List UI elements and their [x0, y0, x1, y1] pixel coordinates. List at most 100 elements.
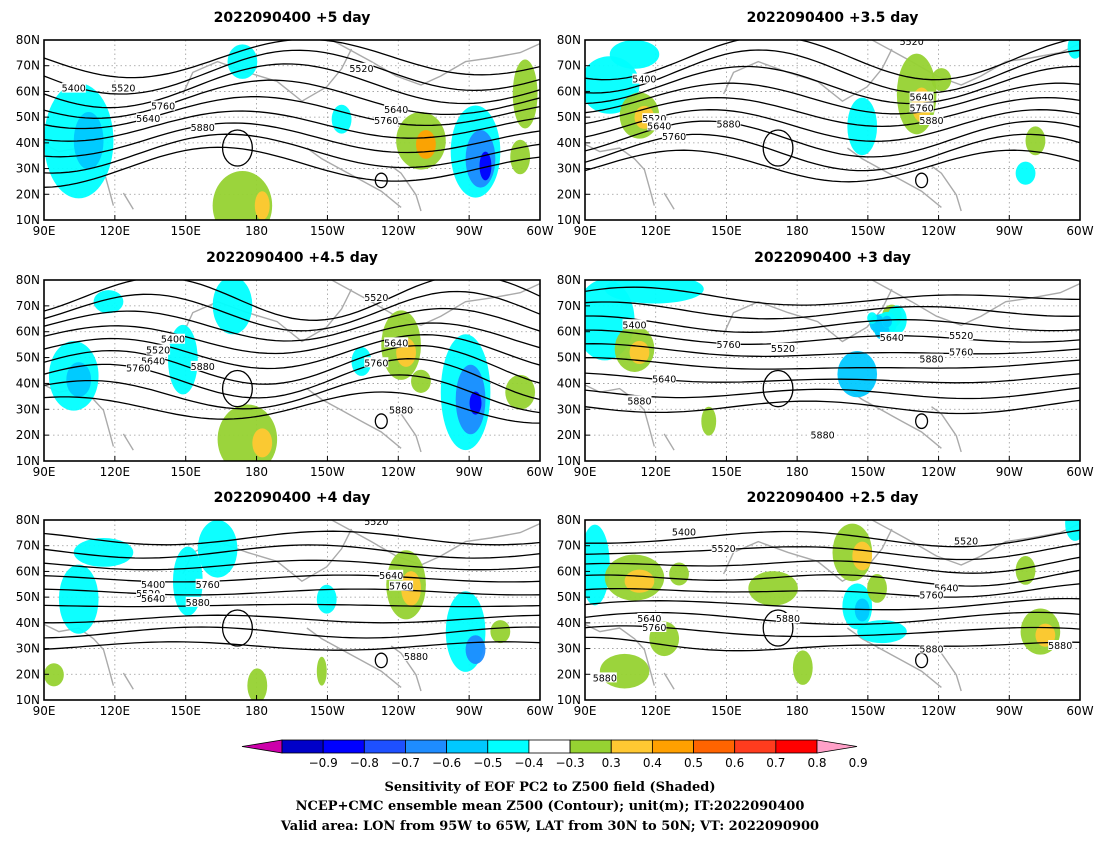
- y-tick-label: 10N: [16, 454, 40, 468]
- coastline: [663, 192, 675, 210]
- colorbar-tick-label: −0.7: [391, 756, 420, 770]
- x-tick-label: 90E: [574, 704, 597, 718]
- contour-line: [44, 626, 540, 639]
- x-tick-label: 90W: [456, 224, 483, 238]
- contour-line: [585, 49, 1080, 94]
- y-tick-label: 30N: [16, 642, 40, 656]
- shaded-region: [416, 130, 436, 159]
- contour-label-bg: [662, 131, 687, 142]
- contour-line: [585, 611, 1080, 626]
- contour-label-bg: [919, 589, 944, 600]
- y-tick-label: 10N: [557, 693, 581, 707]
- shaded-region: [66, 362, 92, 397]
- contour-line: [221, 129, 253, 167]
- contour-label-bg: [954, 535, 979, 546]
- y-tick-label: 80N: [557, 273, 581, 287]
- x-tick-label: 150W: [850, 704, 885, 718]
- contour-line: [44, 603, 540, 608]
- shaded-region: [837, 350, 878, 398]
- contour-label: 5760: [374, 116, 398, 127]
- x-tick-label: 120E: [100, 224, 131, 238]
- contour-label-bg: [919, 115, 944, 125]
- y-tick-label: 60N: [557, 325, 581, 339]
- caption-line-1: Sensitivity of EOF PC2 to Z500 field (Sh…: [384, 780, 715, 795]
- y-tick-label: 80N: [557, 513, 581, 527]
- contour-line: [585, 329, 1080, 345]
- x-tick-label: 60W: [526, 465, 553, 479]
- contour-label: 5880: [404, 652, 428, 663]
- y-tick-label: 80N: [16, 273, 40, 287]
- colorbar-tick-label: −0.5: [473, 756, 502, 770]
- y-tick-label: 30N: [16, 162, 40, 176]
- contour-line: [44, 290, 540, 332]
- coastline: [122, 433, 134, 451]
- colorbar-segment: [363, 739, 406, 754]
- contour-label-bg: [642, 113, 667, 124]
- contour-label-bg: [190, 122, 215, 133]
- contour-line: [585, 301, 1080, 320]
- shaded-region: [44, 663, 64, 687]
- x-tick-label: 120W: [921, 224, 956, 238]
- contour-label: 5760: [126, 364, 150, 375]
- y-tick-label: 30N: [16, 402, 40, 416]
- contour-label: 5760: [662, 132, 686, 143]
- colorbar-tick-label: 0.6: [725, 756, 744, 770]
- contour-label-bg: [711, 542, 736, 553]
- contour-line: [44, 530, 540, 546]
- contour-label-bg: [185, 596, 210, 607]
- shaded-region: [1015, 556, 1036, 585]
- contour-label-bg: [384, 104, 409, 115]
- contour-line: [585, 625, 1080, 638]
- x-tick-label: 120E: [100, 704, 131, 718]
- contour-label-bg: [136, 587, 161, 598]
- plot-area: 5400 5640 5760 5520 5640 5760 5880 5520 5880 5880: [585, 280, 1080, 461]
- y-tick-label: 50N: [557, 590, 581, 604]
- shaded-region: [1065, 520, 1080, 541]
- contour-label-bg: [1048, 640, 1073, 650]
- coastline: [331, 520, 540, 566]
- x-tick-label: 90E: [574, 465, 597, 479]
- contour-label: 5520: [146, 346, 170, 357]
- contour-line: [44, 122, 540, 158]
- contour-label: 5880: [811, 431, 835, 442]
- contour-line: [585, 109, 1080, 142]
- colorbar-segment: [569, 739, 612, 754]
- y-tick-label: 20N: [557, 667, 581, 681]
- contour-label: 5880: [191, 123, 215, 134]
- contour-line: [374, 172, 388, 189]
- coastline: [182, 288, 353, 343]
- shaded-region: [857, 620, 907, 644]
- y-tick-label: 70N: [16, 539, 40, 553]
- x-tick-label: 150E: [711, 704, 742, 718]
- contour-label: 5400: [62, 84, 86, 95]
- x-tick-label: 60W: [1066, 224, 1093, 238]
- contour-line: [585, 583, 1080, 598]
- x-tick-label: 90W: [456, 704, 483, 718]
- contour-label: 5880: [776, 614, 800, 625]
- contour-label: 5880: [716, 120, 740, 131]
- colorbar-tick-label: 0.9: [849, 756, 868, 770]
- contour-line: [585, 399, 1080, 415]
- shaded-region: [73, 538, 134, 567]
- contour-label: 5640: [652, 375, 676, 386]
- coastline: [871, 280, 1080, 327]
- coastline: [846, 388, 942, 449]
- contour-label-bg: [919, 353, 944, 364]
- contour-label: 5880: [627, 396, 651, 407]
- panel-frame: [43, 519, 541, 701]
- contour-label: 5400: [161, 335, 185, 346]
- contour-line: [374, 652, 388, 669]
- contour-label: 5400: [622, 320, 646, 331]
- contour-line: [44, 40, 540, 79]
- contour-label-bg: [716, 339, 741, 350]
- contour-line: [585, 556, 1080, 574]
- contour-label-bg: [141, 355, 166, 366]
- contour-line: [44, 334, 540, 370]
- contour-label: 5520: [364, 293, 388, 304]
- contour-label: 5880: [919, 116, 943, 127]
- contour-line: [915, 172, 929, 189]
- y-tick-label: 10N: [16, 213, 40, 227]
- coastline: [44, 623, 115, 686]
- contour-line: [44, 374, 540, 414]
